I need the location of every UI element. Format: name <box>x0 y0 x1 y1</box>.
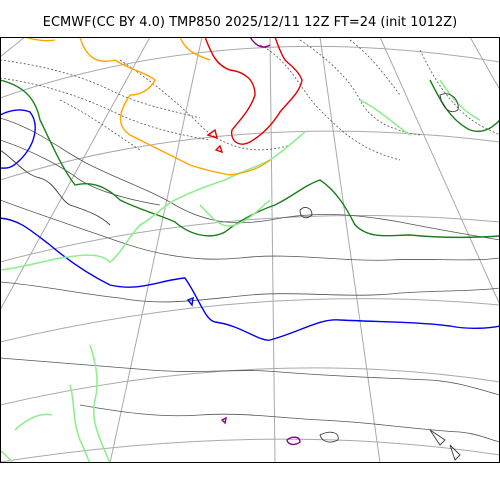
isotherms-dotted <box>0 39 500 161</box>
isotherm <box>0 357 500 396</box>
isotherm-red-line <box>206 128 218 140</box>
isotherm-lightgreen-line <box>359 99 411 136</box>
isotherm-blue-line <box>0 217 500 341</box>
isotherm-lightgreen-line <box>439 79 481 121</box>
isotherm-lightgreen-line <box>0 449 13 463</box>
isotherm-blue-line <box>0 109 36 169</box>
isotherm-dotted <box>299 39 421 136</box>
isotherm-red-line <box>214 144 224 154</box>
isotherm-purple-line <box>249 37 271 48</box>
isotherm-lightgreen-line <box>69 384 91 463</box>
coastline <box>439 93 459 113</box>
isotherm-lightgreen-line <box>89 344 111 463</box>
isotherms-thin <box>0 117 500 443</box>
isotherm-lightgreen <box>0 79 481 463</box>
isotherm-red-line <box>204 37 303 145</box>
isotherm-green-line <box>0 79 500 239</box>
graticule-latitudes <box>0 45 500 463</box>
latitude-line <box>0 298 500 343</box>
isotherm-blue-line <box>186 296 194 307</box>
isotherm-lightgreen-line <box>14 413 53 431</box>
meridian-line <box>0 37 151 311</box>
coastlines <box>0 93 461 461</box>
isotherm-orange <box>24 37 271 176</box>
meridian-line <box>319 37 381 463</box>
coastline <box>449 444 461 461</box>
isotherm-orange-line <box>179 37 211 61</box>
isotherm <box>79 404 500 443</box>
isotherm-dotted <box>419 49 500 136</box>
isotherm-dotted <box>0 77 211 141</box>
isotherm-dotted <box>119 59 291 151</box>
isotherm-purple-line <box>220 416 227 425</box>
isotherm-orange-line <box>79 37 271 176</box>
latitude-line <box>0 438 500 463</box>
isotherm-dotted <box>349 39 401 96</box>
isotherm-green-line <box>429 79 500 132</box>
latitude-line <box>0 130 500 181</box>
isotherm-purple <box>220 37 301 446</box>
isotherm-lightgreen-line <box>199 199 271 227</box>
isotherm-purple-line <box>286 436 301 446</box>
isotherm-red <box>204 37 303 154</box>
meridian-line <box>469 37 500 91</box>
isotherm-green <box>0 79 500 239</box>
coastline <box>319 431 339 443</box>
meridian-line <box>109 37 203 463</box>
latitude-line <box>0 45 500 99</box>
isotherm-dotted <box>0 59 201 119</box>
isotherm <box>0 281 500 303</box>
isotherm <box>0 199 500 261</box>
coastline <box>299 207 313 219</box>
latitude-line <box>0 367 500 406</box>
map-title: ECMWF(CC BY 4.0) TMP850 2025/12/11 12Z F… <box>42 15 458 30</box>
map-frame <box>0 37 500 463</box>
graticule-meridians <box>0 37 500 463</box>
meridian-line <box>269 37 276 463</box>
coastline <box>429 429 446 446</box>
isotherm-dotted <box>59 99 141 151</box>
isotherm <box>0 117 500 241</box>
meridian-line <box>0 37 26 58</box>
meridian-line <box>379 37 500 306</box>
isotherm-dotted <box>259 44 401 161</box>
isotherm <box>0 139 161 206</box>
isotherm-lightgreen-line <box>0 131 306 271</box>
coastline <box>0 149 111 226</box>
isotherm-blue <box>0 109 500 341</box>
